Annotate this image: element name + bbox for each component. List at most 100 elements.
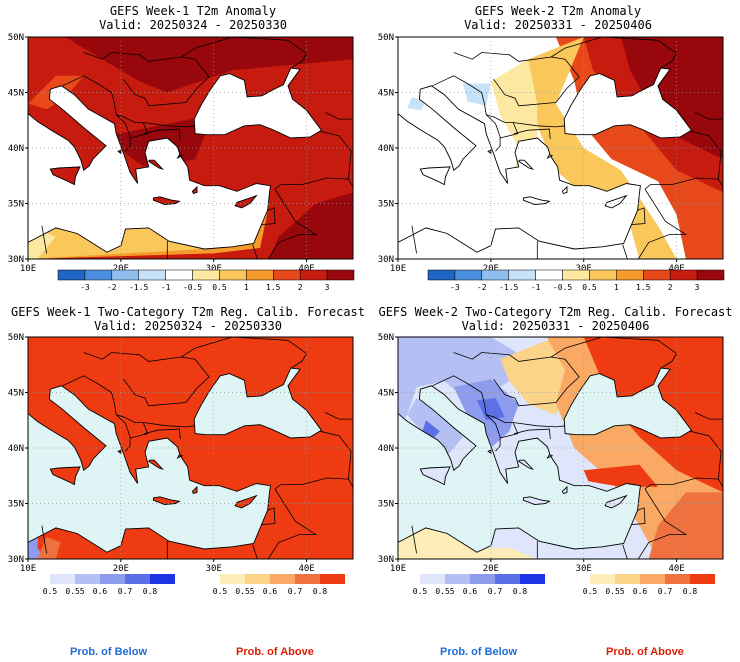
colorbar-week1-anomaly: -3 -2 -1.5 -1 -0.5 0.5 1 1.5 2 3 (57, 269, 355, 292)
above-colorbar-label: 0.8 (683, 587, 698, 596)
lat-tick-label: 45N (8, 89, 24, 99)
lat-tick-label: 40N (378, 444, 394, 454)
panel1-title-valid: Valid: 20250324 - 20250330 (99, 18, 287, 32)
above-swatch (640, 574, 665, 584)
country-border (694, 412, 723, 420)
country-border (41, 225, 47, 254)
anomaly-level-3 (65, 37, 353, 93)
island-corfu (487, 449, 492, 455)
country-border (143, 122, 196, 128)
below-colorbar-label: 0.7 (488, 587, 503, 596)
country-border (235, 244, 258, 259)
lon-tick-label: 10E (20, 264, 36, 274)
legend-above-right: Prob. of Above (606, 646, 684, 658)
above-prob-0-7 (648, 492, 723, 559)
legend-below-right: Prob. of Below (440, 646, 517, 658)
above-swatch (220, 574, 245, 584)
island-lesbos (176, 454, 184, 460)
above-colorbar-label: 0.7 (288, 587, 303, 596)
lon-tick-label: 30E (206, 564, 222, 574)
panel3-title-main: GEFS Week-1 Two-Category T2m Reg. Calib.… (10, 305, 365, 319)
colorbar-swatch (669, 269, 698, 281)
sea-west (398, 164, 410, 259)
above-swatch (245, 574, 270, 584)
above-swatch (615, 574, 640, 584)
colorbar-week1-probability: 0.5 0.55 0.6 0.7 0.8 0.5 0.55 0.6 0.7 0.8 (43, 574, 345, 596)
map-week1-anomaly: 10E 20E 30E 40E 30N 35N 40N 45N 50N (8, 33, 354, 274)
above-colorbar-label: 0.5 (583, 587, 598, 596)
below-swatch (125, 574, 150, 584)
lat-tick-label: 50N (378, 33, 394, 43)
above-prob-0-8 (583, 464, 658, 487)
country-border (235, 544, 258, 559)
below-swatch (470, 574, 495, 584)
sea-black (193, 367, 323, 439)
colorbar-label: -1.5 (129, 283, 148, 292)
panel4-title: GEFS Week-2 Two-Category T2m Reg. Calib.… (373, 305, 738, 333)
lat-tick-label: 40N (378, 144, 394, 154)
colorbar-swatch (138, 269, 166, 281)
country-border (267, 488, 318, 559)
colorbar-swatch (454, 269, 483, 281)
colorbar-label: -2 (477, 283, 487, 292)
sea-west (28, 164, 40, 259)
lat-tick-label: 45N (378, 89, 394, 99)
sea-black (193, 67, 323, 139)
country-border (180, 37, 308, 69)
above-swatch (270, 574, 295, 584)
island-sicily (49, 166, 81, 186)
panel2-title: GEFS Week-2 T2m Anomaly Valid: 20250331 … (393, 4, 723, 32)
above-swatch (690, 574, 715, 584)
map-week2-anomaly: 10E 20E 30E 40E 30N 35N 40N 45N 50N (378, 33, 724, 274)
island-crete (152, 196, 181, 206)
map-layer (397, 336, 724, 560)
colorbar-label: -3 (450, 283, 460, 292)
map-inner (398, 337, 723, 559)
below-colorbar-label: 0.55 (65, 587, 84, 596)
country-border (637, 488, 688, 559)
colorbar-swatch (111, 269, 139, 281)
sea-med (398, 385, 641, 553)
colorbar-swatch (299, 269, 328, 281)
lat-tick-label: 40N (8, 444, 24, 454)
lon-tick-label: 40E (298, 564, 314, 574)
below-swatch (150, 574, 175, 584)
lon-tick-label: 40E (668, 264, 684, 274)
below-swatch (495, 574, 520, 584)
above-colorbar-label: 0.8 (313, 587, 328, 596)
sea-med (398, 85, 641, 253)
colorbar-swatch (165, 269, 193, 281)
country-border (514, 128, 551, 140)
lat-tick-label: 45N (378, 389, 394, 399)
colorbar-week2-anomaly: -3 -2 -1.5 -1 -0.5 0.5 1 1.5 2 3 (427, 269, 725, 292)
country-border (62, 375, 131, 452)
colorbar-label: 2 (668, 283, 673, 292)
lon-tick-label: 10E (390, 564, 406, 574)
panel2-title-main: GEFS Week-2 T2m Anomaly (474, 4, 642, 18)
country-border (513, 122, 566, 128)
lat-tick-label: 50N (8, 33, 24, 43)
country-border (550, 337, 678, 369)
country-border (637, 188, 688, 259)
below-swatch (100, 574, 125, 584)
colorbar-label: 3 (325, 283, 330, 292)
lon-tick-label: 20E (483, 264, 499, 274)
country-border (550, 37, 678, 69)
above-swatch (590, 574, 615, 584)
sea-west (398, 464, 410, 559)
island-cyprus (234, 494, 258, 509)
island-sicily (419, 466, 451, 486)
colorbar-label: -1.5 (499, 283, 518, 292)
country-border (274, 430, 352, 490)
map-layer (397, 36, 724, 260)
colorbar-label: 3 (695, 283, 700, 292)
above-swatch (320, 574, 345, 584)
country-border (411, 225, 417, 254)
island-lesbos (176, 154, 184, 160)
lat-tick-label: 35N (8, 500, 24, 510)
lat-tick-label: 50N (8, 333, 24, 343)
lon-tick-label: 10E (20, 564, 36, 574)
sea-black (563, 367, 693, 439)
island-rhodes (561, 485, 568, 495)
legend-above-left: Prob. of Above (236, 646, 314, 658)
